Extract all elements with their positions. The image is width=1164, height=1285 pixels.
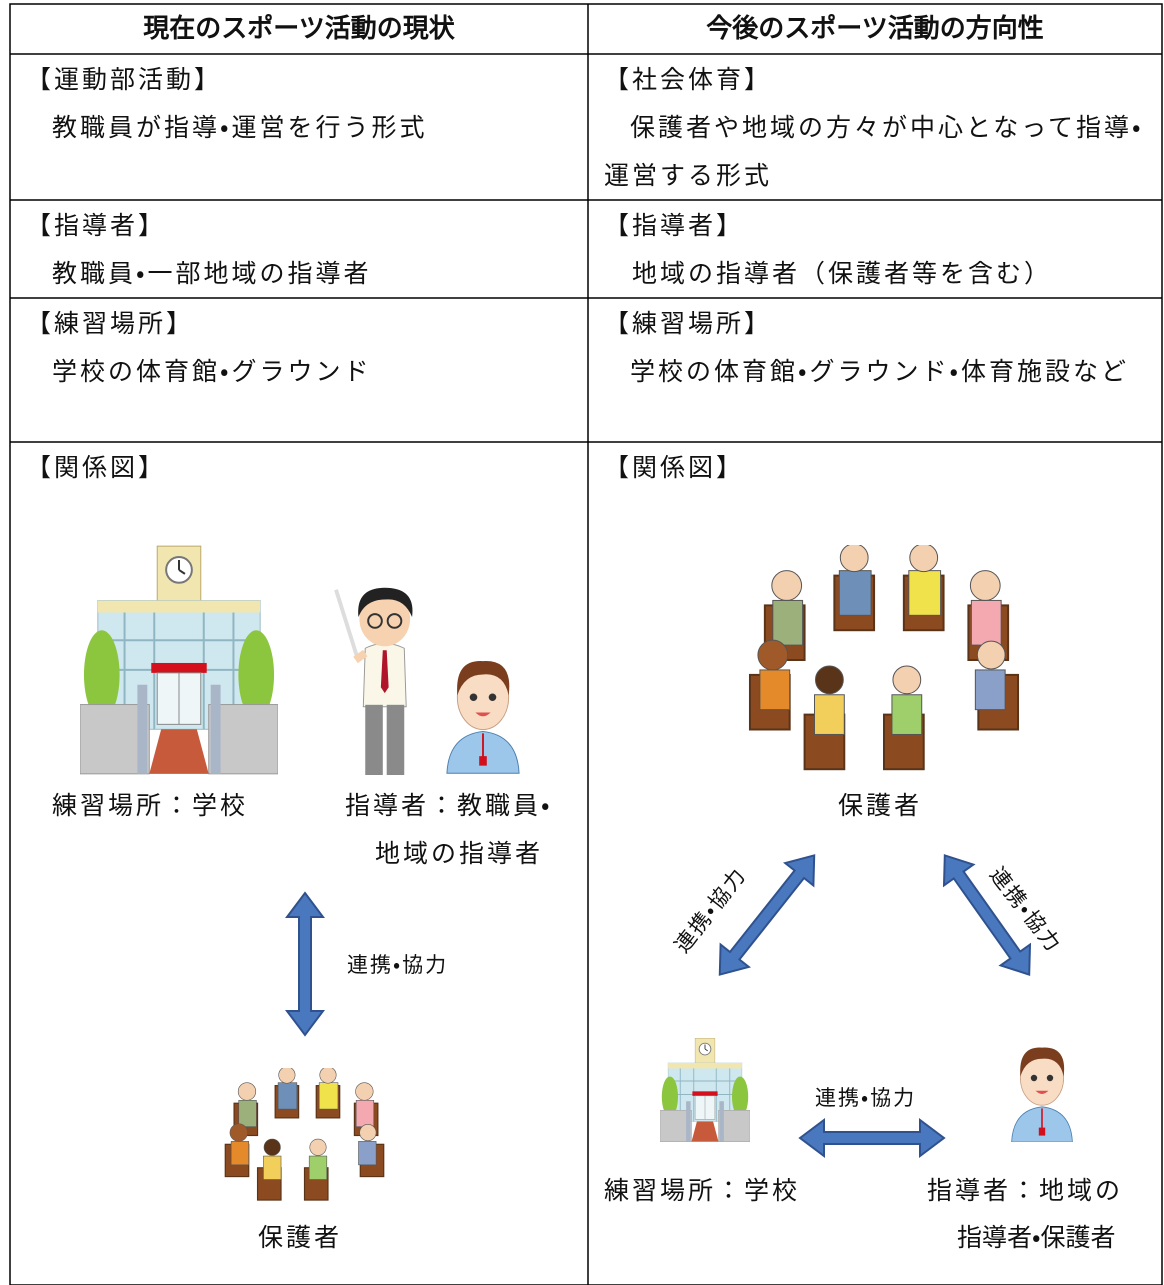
- arrows: [285, 854, 1032, 1158]
- link-label: 連携・協力: [815, 1086, 917, 1110]
- double-arrow: [942, 854, 1032, 976]
- cell-text: 保護者や地域の方々が中心となって指導・運営する形式: [604, 113, 1144, 190]
- table-borders: [9, 3, 1163, 1285]
- coach-icon: [1010, 1046, 1074, 1142]
- cell-text: 教職員・一部地域の指導者: [52, 259, 372, 288]
- double-arrow: [718, 854, 816, 976]
- double-arrow: [285, 891, 325, 1037]
- cell-heading: 【関係図】: [26, 453, 167, 482]
- cell-text: 学校の体育館・グラウンド・体育施設など: [630, 357, 1130, 386]
- double-arrow: [798, 1118, 946, 1158]
- cell-text: 教職員が指導・運営を行う形式: [52, 113, 428, 142]
- school-icon: [80, 545, 278, 775]
- coach-icon: [445, 660, 521, 775]
- diagram-label: 地域の指導者: [375, 839, 544, 868]
- column-header: 現在のスポーツ活動の現状: [143, 14, 455, 44]
- cell-heading: 【指導者】: [604, 211, 745, 240]
- diagram-label: 練習場所：学校: [52, 791, 249, 820]
- diagram-label: 指導者：地域の: [927, 1176, 1124, 1205]
- cell-heading: 【運動部活動】: [26, 65, 223, 94]
- cell-heading: 【社会体育】: [604, 65, 773, 94]
- parents-icon: [748, 545, 1020, 771]
- cell-heading: 【練習場所】: [26, 309, 195, 338]
- cell-text: 学校の体育館・グラウンド: [52, 357, 372, 386]
- diagram-label: 指導者：教職員・: [345, 791, 553, 820]
- cell-heading: 【関係図】: [604, 453, 745, 482]
- link-label: 連携・協力: [347, 953, 449, 977]
- diagram-label: 保護者: [837, 791, 922, 820]
- diagram-label: 指導者・保護者: [957, 1223, 1116, 1252]
- cell-text: 地域の指導者（保護者等を含む）: [632, 259, 1053, 288]
- cell-heading: 【指導者】: [26, 211, 167, 240]
- diagram-label: 保護者: [257, 1223, 342, 1252]
- teacher-icon: [336, 588, 412, 775]
- school-icon: [660, 1038, 750, 1142]
- cell-heading: 【練習場所】: [604, 309, 773, 338]
- column-header: 今後のスポーツ活動の方向性: [706, 14, 1044, 44]
- shape: [9, 3, 1163, 1285]
- parents-icon: [224, 1068, 385, 1201]
- diagram-label: 練習場所：学校: [604, 1176, 801, 1205]
